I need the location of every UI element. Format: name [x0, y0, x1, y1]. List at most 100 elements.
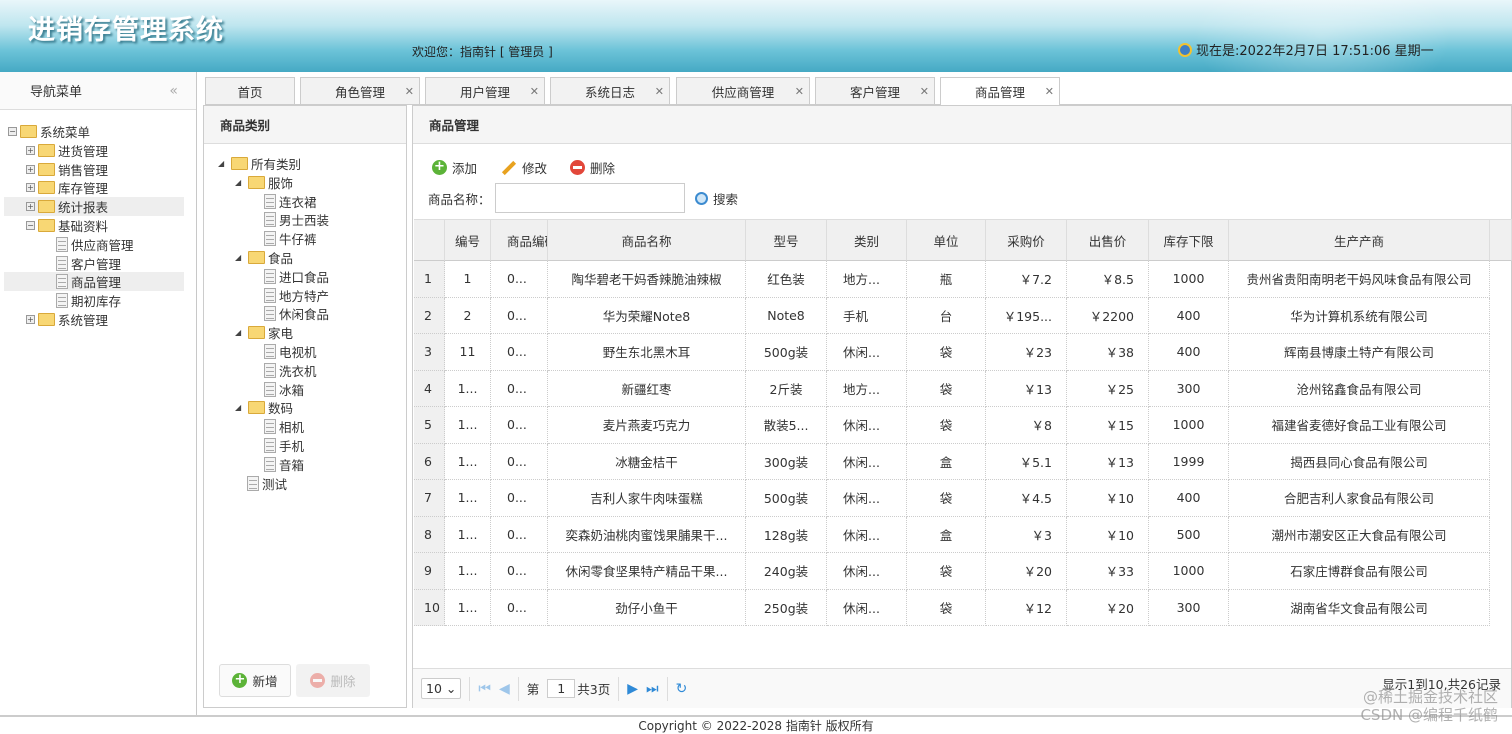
expand-toggle-icon[interactable]: + — [26, 202, 35, 212]
nav-item[interactable]: + 统计报表 — [4, 197, 184, 217]
category-item[interactable]: 冰箱 — [264, 380, 304, 399]
category-add-button[interactable]: + 新增 — [219, 664, 291, 697]
row-number: 10 — [414, 589, 445, 626]
last-page-icon[interactable]: ⏭ — [646, 680, 659, 697]
row-number: 7 — [414, 480, 445, 517]
expand-toggle-icon[interactable]: + — [26, 315, 35, 324]
tab-label: 供应商管理 — [711, 84, 775, 100]
expanded-triangle-icon[interactable]: ◢ — [218, 159, 225, 168]
tab-item[interactable]: 系统日志 ✕ — [550, 77, 670, 104]
nav-item-label: 系统菜单 — [40, 125, 91, 140]
search-button[interactable]: 搜索 — [695, 189, 738, 208]
expanded-triangle-icon[interactable]: ◢ — [235, 328, 242, 338]
category-label: 所有类别 — [251, 157, 302, 172]
folder-open-icon — [248, 175, 265, 189]
refresh-icon[interactable]: ↻ — [675, 680, 688, 697]
prev-page-icon[interactable]: ◀ — [498, 680, 510, 697]
column-header[interactable]: 型号 — [746, 220, 827, 261]
column-header[interactable]: 单位 — [907, 220, 986, 261]
divider — [469, 676, 471, 701]
close-icon[interactable]: ✕ — [404, 84, 414, 98]
column-header[interactable]: 出售价 — [1067, 220, 1149, 261]
column-header[interactable]: 生产产商 — [1229, 220, 1490, 261]
nav-item[interactable]: + 进货管理 — [4, 141, 184, 160]
category-item[interactable]: 牛仔裤 — [264, 229, 317, 248]
category-item[interactable]: 电视机 — [264, 342, 317, 361]
expand-toggle-icon[interactable]: + — [26, 164, 35, 174]
edit-button[interactable]: 修改 — [501, 158, 547, 177]
category-item[interactable]: ◢ 数码 — [235, 398, 293, 417]
expanded-triangle-icon[interactable]: ◢ — [235, 403, 242, 413]
category-label: 男士西装 — [279, 213, 330, 229]
table-cell: 沧州铭鑫食品有限公司 — [1229, 370, 1490, 407]
category-panel: 商品类别 ◢ 所有类别 ◢ 服饰 连衣裙 男士西装 牛仔裤 ◢ 食品 进口食品 地方特产 休闲食品 ◢ 家… — [203, 105, 407, 708]
tab-label: 角色管理 — [334, 84, 385, 100]
close-icon[interactable]: ✕ — [529, 84, 539, 98]
first-page-icon[interactable]: ⏮ — [478, 680, 491, 697]
category-item[interactable]: 手机 — [264, 436, 304, 455]
table-cell: 休闲... — [827, 480, 907, 517]
tab-item[interactable]: 客户管理 ✕ — [815, 77, 935, 104]
nav-item[interactable]: − 基础资料 — [4, 216, 184, 235]
column-header[interactable]: 商品名称 — [548, 220, 746, 261]
column-header[interactable]: 编号 — [445, 220, 491, 261]
category-item[interactable]: 进口食品 — [264, 267, 329, 286]
category-delete-label: 删除 — [330, 674, 356, 689]
watermark-line: CSDN @编程千纸鹤 — [1360, 706, 1498, 724]
category-item[interactable]: ◢ 服饰 — [235, 173, 293, 192]
nav-item[interactable]: 期初库存 — [4, 291, 184, 310]
nav-item[interactable]: 客户管理 — [4, 254, 184, 273]
category-item[interactable]: 相机 — [264, 417, 304, 436]
page-input[interactable]: 1 — [547, 679, 576, 698]
search-button-label: 搜索 — [713, 192, 739, 207]
category-delete-button[interactable]: 删除 — [296, 664, 370, 697]
category-item[interactable]: 测试 — [247, 474, 287, 493]
divider — [618, 676, 620, 701]
row-number: 1 — [414, 261, 445, 298]
nav-item[interactable]: + 库存管理 — [4, 178, 184, 197]
nav-item[interactable]: 商品管理 — [4, 272, 184, 292]
nav-item[interactable]: 供应商管理 — [4, 235, 184, 254]
category-item[interactable]: 连衣裙 — [264, 192, 317, 211]
nav-item[interactable]: − 系统菜单 — [4, 122, 184, 141]
category-item[interactable]: 音箱 — [264, 455, 304, 474]
close-icon[interactable]: ✕ — [794, 84, 804, 98]
file-icon — [264, 306, 276, 322]
delete-button[interactable]: 删除 — [570, 158, 615, 177]
nav-item[interactable]: + 系统管理 — [4, 310, 184, 329]
category-item[interactable]: 休闲食品 — [264, 304, 329, 323]
collapse-toggle-icon[interactable]: − — [8, 127, 17, 136]
close-icon[interactable]: ✕ — [654, 84, 664, 98]
tab-item[interactable]: 首页 — [205, 77, 295, 104]
row-number: 3 — [414, 334, 445, 371]
category-item[interactable]: ◢ 家电 — [235, 323, 293, 342]
next-page-icon[interactable]: ▶ — [627, 680, 638, 697]
category-item[interactable]: 洗衣机 — [264, 361, 317, 380]
tab-item[interactable]: 用户管理 ✕ — [425, 77, 545, 104]
nav-item[interactable]: + 销售管理 — [4, 160, 184, 179]
close-icon[interactable]: ✕ — [1044, 85, 1054, 98]
tab-item[interactable]: 角色管理 ✕ — [300, 77, 420, 104]
category-item[interactable]: ◢ 所有类别 — [218, 154, 301, 173]
expand-toggle-icon[interactable]: + — [26, 183, 35, 193]
column-header[interactable]: 采购价 — [986, 220, 1067, 261]
product-name-input[interactable] — [495, 183, 685, 213]
category-item[interactable]: 男士西装 — [264, 210, 329, 229]
app-logo-title: 进销存管理系统 — [28, 15, 224, 46]
add-button[interactable]: + 添加 — [432, 158, 477, 177]
tab-item[interactable]: 商品管理 ✕ — [940, 77, 1060, 105]
tab-item[interactable]: 供应商管理 ✕ — [676, 77, 810, 104]
close-icon[interactable]: ✕ — [919, 84, 929, 98]
expand-toggle-icon[interactable]: + — [26, 145, 35, 155]
column-header[interactable]: 类别 — [827, 220, 907, 261]
product-panel: 商品管理 + 添加 修改 删除 商品名称： 搜索 编号商品编码商品名称型号类别单位… — [412, 105, 1512, 708]
expanded-triangle-icon[interactable]: ◢ — [235, 177, 242, 187]
category-item[interactable]: 地方特产 — [264, 286, 329, 305]
collapse-toggle-icon[interactable]: − — [26, 221, 35, 230]
column-header[interactable]: 库存下限 — [1149, 220, 1229, 261]
column-header[interactable]: 商品编码 — [491, 220, 548, 261]
collapse-icon[interactable]: « — [169, 82, 178, 99]
page-size-select[interactable]: 10 ⌄ — [421, 678, 462, 699]
category-item[interactable]: ◢ 食品 — [235, 248, 293, 267]
expanded-triangle-icon[interactable]: ◢ — [235, 253, 242, 262]
